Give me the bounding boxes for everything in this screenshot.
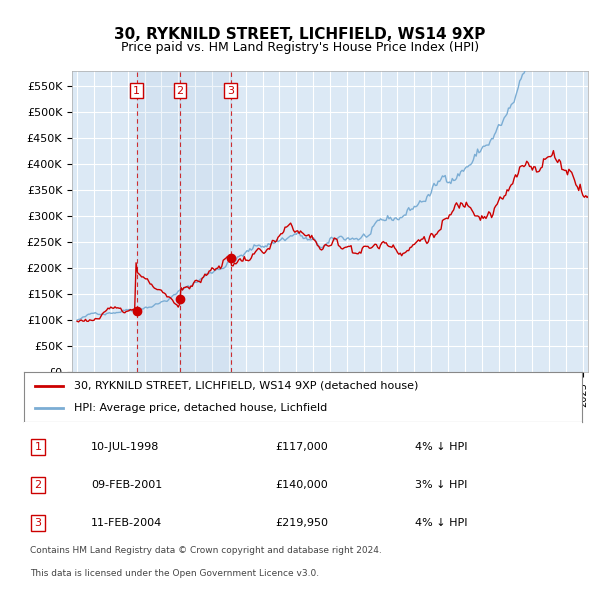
Text: 1: 1 (34, 442, 41, 452)
Text: 3% ↓ HPI: 3% ↓ HPI (415, 480, 467, 490)
Text: £140,000: £140,000 (275, 480, 328, 490)
Bar (137, 71, 180, 372)
Text: 2: 2 (176, 86, 184, 96)
Text: 1: 1 (133, 86, 140, 96)
Text: HPI: Average price, detached house, Lichfield: HPI: Average price, detached house, Lich… (74, 403, 328, 413)
Text: 4% ↓ HPI: 4% ↓ HPI (415, 442, 467, 452)
Text: £117,000: £117,000 (275, 442, 328, 452)
Text: 4% ↓ HPI: 4% ↓ HPI (415, 518, 467, 528)
Text: 30, RYKNILD STREET, LICHFIELD, WS14 9XP (detached house): 30, RYKNILD STREET, LICHFIELD, WS14 9XP … (74, 381, 419, 391)
Text: 3: 3 (34, 518, 41, 528)
Text: Contains HM Land Registry data © Crown copyright and database right 2024.: Contains HM Land Registry data © Crown c… (29, 546, 382, 555)
Text: 3: 3 (227, 86, 234, 96)
Text: £219,950: £219,950 (275, 518, 328, 528)
Text: 09-FEB-2001: 09-FEB-2001 (91, 480, 162, 490)
Text: 2: 2 (34, 480, 41, 490)
Text: 10-JUL-1998: 10-JUL-1998 (91, 442, 160, 452)
Text: 11-FEB-2004: 11-FEB-2004 (91, 518, 162, 528)
Text: This data is licensed under the Open Government Licence v3.0.: This data is licensed under the Open Gov… (29, 569, 319, 578)
Text: Price paid vs. HM Land Registry's House Price Index (HPI): Price paid vs. HM Land Registry's House … (121, 41, 479, 54)
Text: 30, RYKNILD STREET, LICHFIELD, WS14 9XP: 30, RYKNILD STREET, LICHFIELD, WS14 9XP (115, 27, 485, 41)
Bar (180, 71, 231, 372)
